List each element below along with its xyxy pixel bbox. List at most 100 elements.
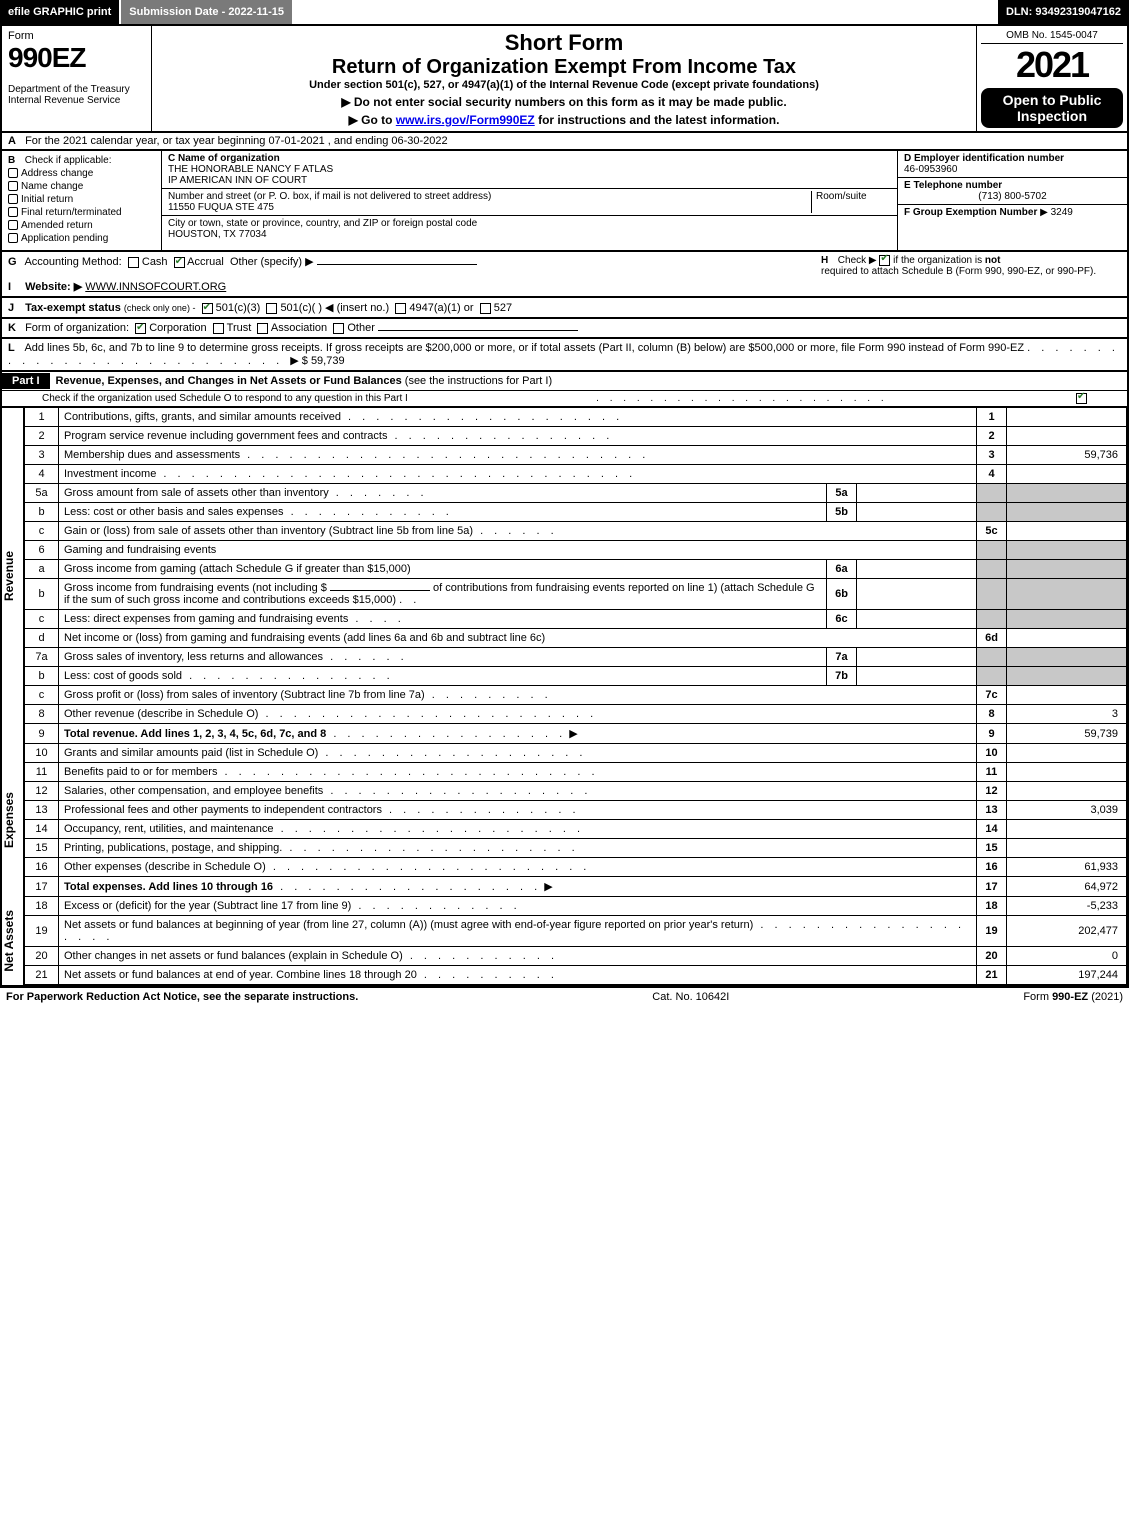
org-name-1: THE HONORABLE NANCY F ATLAS — [168, 164, 333, 175]
line-7c: c Gross profit or (loss) from sales of i… — [25, 686, 1127, 705]
j-o2: 501(c)( ) ◀ (insert no.) — [280, 302, 389, 314]
line-3-desc: Membership dues and assessments — [64, 449, 240, 461]
part-1-title-post: (see the instructions for Part I) — [405, 375, 552, 387]
line-6-rval-shade — [1007, 541, 1127, 560]
footer-left: For Paperwork Reduction Act Notice, see … — [6, 991, 358, 1003]
chk-name-change[interactable] — [8, 181, 18, 191]
h-check: Check ▶ — [838, 255, 877, 266]
chk-final-return[interactable] — [8, 207, 18, 217]
j-o1: 501(c)(3) — [216, 302, 261, 314]
line-9-val: 59,739 — [1007, 724, 1127, 744]
line-6b-mv — [857, 579, 977, 610]
revenue-table: 1 Contributions, gifts, grants, and simi… — [24, 408, 1127, 744]
j-o4: 527 — [494, 302, 512, 314]
line-10-val — [1007, 744, 1127, 763]
chk-association[interactable] — [257, 323, 268, 334]
line-3-val: 59,736 — [1007, 446, 1127, 465]
line-11-num: 11 — [25, 763, 59, 782]
line-7a-mn: 7a — [827, 648, 857, 667]
line-17-desc: Total expenses. Add lines 10 through 16 — [64, 881, 273, 893]
chk-501c3[interactable] — [202, 303, 213, 314]
line-5c-num: c — [25, 522, 59, 541]
line-16-desc: Other expenses (describe in Schedule O) — [64, 861, 266, 873]
goto-note: ▶ Go to www.irs.gov/Form990EZ for instru… — [160, 113, 968, 127]
chk-other-org[interactable] — [333, 323, 344, 334]
line-5a-desc: Gross amount from sale of assets other t… — [64, 487, 329, 499]
line-6c-mn: 6c — [827, 610, 857, 629]
chk-corporation[interactable] — [135, 323, 146, 334]
line-18-desc: Excess or (deficit) for the year (Subtra… — [64, 900, 351, 912]
ssn-note: ▶ Do not enter social security numbers o… — [160, 95, 968, 109]
line-14-val — [1007, 820, 1127, 839]
pill-line1: Open to Public — [1003, 92, 1102, 108]
omb-number: OMB No. 1545-0047 — [981, 28, 1123, 44]
chk-initial-return[interactable] — [8, 194, 18, 204]
line-k: K Form of organization: Corporation Trus… — [0, 319, 1129, 339]
b-item-5: Application pending — [21, 233, 108, 244]
line-6b-rval-shade — [1007, 579, 1127, 610]
line-7b: b Less: cost of goods sold . . . . . . .… — [25, 667, 1127, 686]
chk-accrual[interactable] — [174, 257, 185, 268]
line-6a-rval-shade — [1007, 560, 1127, 579]
line-5c-rnum: 5c — [977, 522, 1007, 541]
b-item-2: Initial return — [21, 194, 73, 205]
line-3: 3 Membership dues and assessments . . . … — [25, 446, 1127, 465]
line-5b-desc: Less: cost or other basis and sales expe… — [64, 506, 284, 518]
line-13: 13 Professional fees and other payments … — [25, 801, 1127, 820]
section-subtitle: Under section 501(c), 527, or 4947(a)(1)… — [160, 79, 968, 91]
col-b: B Check if applicable: Address change Na… — [2, 151, 162, 250]
line-5c-desc: Gain or (loss) from sale of assets other… — [64, 525, 473, 537]
line-15-rnum: 15 — [977, 839, 1007, 858]
line-19: 19 Net assets or fund balances at beginn… — [25, 916, 1127, 947]
website-value: WWW.INNSOFCOURT.ORG — [85, 281, 226, 293]
city-value: HOUSTON, TX 77034 — [168, 229, 267, 240]
part-1-tag: Part I — [2, 373, 50, 389]
chk-trust[interactable] — [213, 323, 224, 334]
line-8: 8 Other revenue (describe in Schedule O)… — [25, 705, 1127, 724]
line-6-desc: Gaming and fundraising events — [59, 541, 977, 560]
short-form-title: Short Form — [160, 30, 968, 56]
line-1-val — [1007, 408, 1127, 427]
line-6c-num: c — [25, 610, 59, 629]
line-16: 16 Other expenses (describe in Schedule … — [25, 858, 1127, 877]
inspection-pill: Open to Public Inspection — [981, 88, 1123, 128]
line-14: 14 Occupancy, rent, utilities, and maint… — [25, 820, 1127, 839]
chk-h[interactable] — [879, 255, 890, 266]
line-13-num: 13 — [25, 801, 59, 820]
chk-application-pending[interactable] — [8, 233, 18, 243]
submission-date: Submission Date - 2022-11-15 — [119, 0, 292, 24]
line-15-num: 15 — [25, 839, 59, 858]
chk-4947[interactable] — [395, 303, 406, 314]
chk-amended-return[interactable] — [8, 220, 18, 230]
return-title: Return of Organization Exempt From Incom… — [160, 56, 968, 79]
efile-print-label: efile GRAPHIC print — [0, 0, 119, 24]
line-7b-desc: Less: cost of goods sold — [64, 670, 182, 682]
line-4-rnum: 4 — [977, 465, 1007, 484]
k-o2: Trust — [227, 322, 252, 334]
line-6b-blank — [330, 590, 430, 591]
col-d-e-f: D Employer identification number 46-0953… — [897, 151, 1127, 250]
col-c: C Name of organization THE HONORABLE NAN… — [162, 151, 897, 250]
line-16-num: 16 — [25, 858, 59, 877]
l-value: ▶ $ 59,739 — [290, 355, 344, 367]
line-a-text: For the 2021 calendar year, or tax year … — [25, 135, 448, 147]
line-4: 4 Investment income . . . . . . . . . . … — [25, 465, 1127, 484]
line-1: 1 Contributions, gifts, grants, and simi… — [25, 408, 1127, 427]
line-5b: b Less: cost or other basis and sales ex… — [25, 503, 1127, 522]
irs-link[interactable]: www.irs.gov/Form990EZ — [396, 113, 535, 127]
line-6b: b Gross income from fundraising events (… — [25, 579, 1127, 610]
b-item-1: Name change — [21, 181, 83, 192]
line-7c-val — [1007, 686, 1127, 705]
line-3-num: 3 — [25, 446, 59, 465]
city-label: City or town, state or province, country… — [168, 218, 477, 229]
dept-label: Department of the Treasury — [8, 84, 145, 95]
chk-501c[interactable] — [266, 303, 277, 314]
chk-address-change[interactable] — [8, 168, 18, 178]
line-5b-mn: 5b — [827, 503, 857, 522]
chk-schedule-o[interactable] — [1076, 393, 1087, 404]
line-9: 9 Total revenue. Add lines 1, 2, 3, 4, 5… — [25, 724, 1127, 744]
letter-j: J — [8, 302, 22, 314]
chk-cash[interactable] — [128, 257, 139, 268]
chk-527[interactable] — [480, 303, 491, 314]
addr-value: 11550 FUQUA STE 475 — [168, 202, 274, 213]
